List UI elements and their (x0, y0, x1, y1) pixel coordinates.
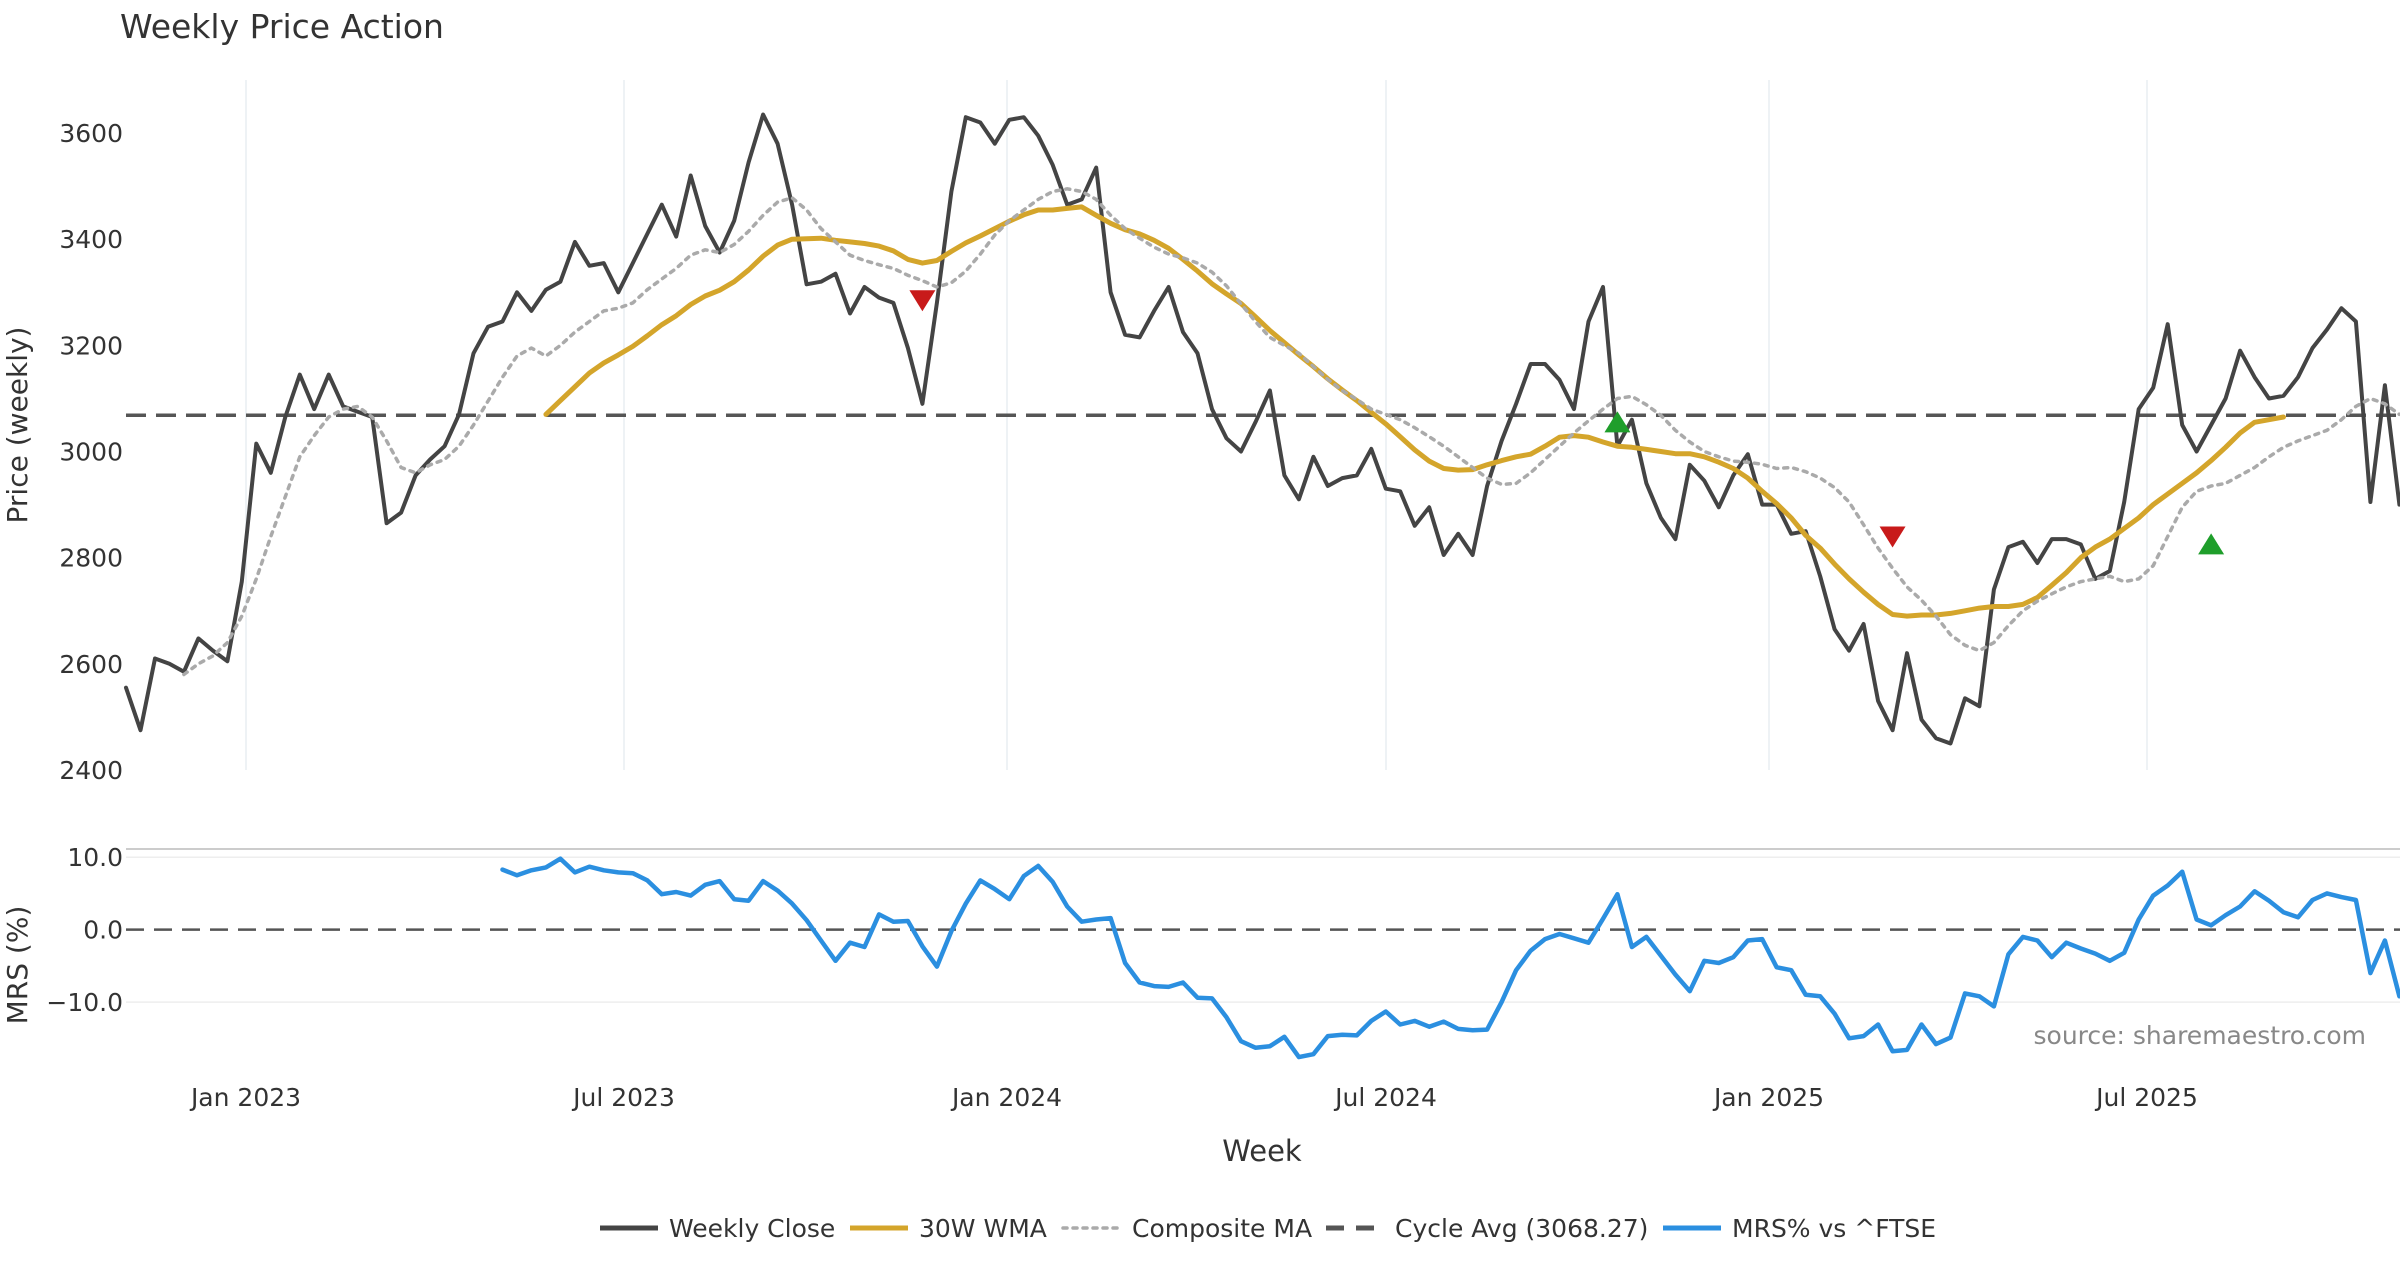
price-ytick-label: 3400 (59, 225, 123, 254)
x-axis-label: Week (1222, 1134, 1302, 1168)
x-tick-label: Jan 2025 (1712, 1083, 1824, 1112)
mrs-vs-ftse-legend-label: MRS% vs ^FTSE (1732, 1214, 1936, 1243)
mrs-ytick-label: 0.0 (83, 916, 123, 945)
price-ytick-label: 3200 (59, 331, 123, 360)
legend: Weekly Close 30W WMA Composite MA Cycle Avg… (600, 1214, 1936, 1243)
weekly-close-legend-label: Weekly Close (669, 1214, 835, 1243)
x-tick-label: Jul 2023 (571, 1083, 675, 1112)
weekly-close-line (124, 112, 2400, 746)
mrs-series (500, 856, 2400, 1060)
mrs-grid: 10.0 0.0 −10.0 (46, 843, 2400, 1017)
chart-title: Weekly Price Action (120, 7, 444, 46)
30w-wma-legend-label: 30W WMA (919, 1214, 1047, 1243)
price-grid: 2400 2600 2800 3000 3200 3400 3600 (59, 80, 2400, 785)
mrs-ytick-label: −10.0 (46, 988, 123, 1017)
composite-ma-line (182, 187, 2400, 677)
price-series (124, 112, 2400, 746)
sell-signal-marker (909, 290, 936, 312)
mrs-vs-ftse-line (500, 856, 2400, 1060)
sell-signal-marker (1879, 526, 1906, 548)
price-ytick-label: 2800 (59, 544, 123, 573)
x-ticks: Jan 2023 Jul 2023 Jan 2024 Jul 2024 Jan 2025… (189, 1083, 2198, 1112)
composite-ma-legend-label: Composite MA (1132, 1214, 1312, 1243)
buy-signal-marker (1604, 411, 1631, 433)
x-tick-label: Jan 2023 (189, 1083, 301, 1112)
cycle-avg-3068-27-legend-label: Cycle Avg (3068.27) (1395, 1214, 1648, 1243)
source-note: source: sharemaestro.com (2034, 1021, 2367, 1050)
price-ytick-label: 3600 (59, 119, 123, 148)
mrs-axis-label: MRS (%) (1, 906, 34, 1025)
buy-signal-marker (2198, 533, 2225, 555)
x-tick-label: Jan 2024 (950, 1083, 1062, 1112)
price-ytick-label: 2400 (59, 756, 123, 785)
signal-markers (909, 290, 2225, 555)
price-ytick-label: 2600 (59, 650, 123, 679)
mrs-ytick-label: 10.0 (67, 843, 123, 872)
price-ytick-label: 3000 (59, 438, 123, 467)
price-axis-label: Price (weekly) (1, 327, 34, 524)
x-tick-label: Jul 2024 (1333, 1083, 1437, 1112)
x-tick-label: Jul 2025 (2094, 1083, 2198, 1112)
